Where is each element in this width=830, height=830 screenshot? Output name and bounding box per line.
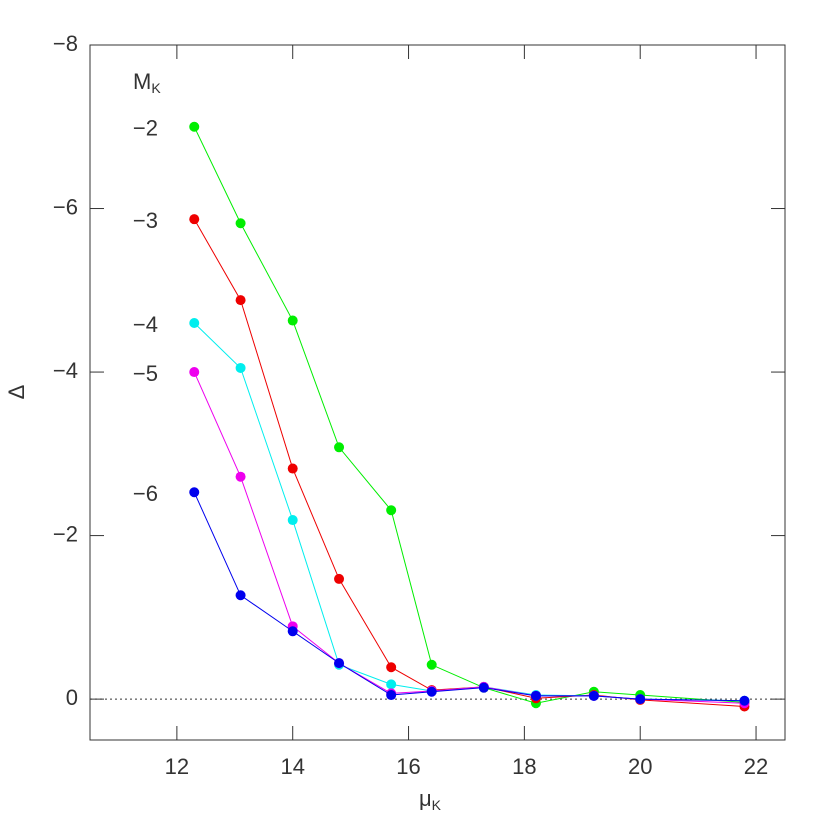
x-tick-label: 20 (628, 754, 652, 779)
data-point (334, 658, 345, 669)
legend-label: −3 (133, 208, 158, 233)
data-point (386, 679, 397, 690)
data-point (530, 690, 541, 701)
legend-label: −2 (133, 116, 158, 141)
x-axis-label: μK (419, 786, 442, 813)
x-tick-label: 12 (165, 754, 189, 779)
legend-title: MK (133, 69, 161, 96)
data-point (287, 463, 298, 474)
y-tick-label: −4 (53, 358, 78, 383)
data-point (588, 690, 599, 701)
data-point (189, 214, 200, 225)
series-line (193, 126, 745, 704)
data-point (189, 318, 200, 328)
legend-label: −6 (133, 481, 158, 506)
y-tick-label: 0 (66, 685, 78, 710)
data-point (189, 487, 200, 498)
data-point (635, 694, 646, 705)
data-point (478, 682, 489, 693)
legend-label: −4 (133, 312, 158, 337)
series-line (193, 322, 745, 702)
data-point (287, 626, 298, 637)
data-point (235, 471, 246, 482)
x-tick-label: 18 (512, 754, 536, 779)
data-point (189, 367, 200, 378)
data-point (287, 315, 298, 326)
x-tick-label: 16 (396, 754, 420, 779)
data-point (189, 121, 200, 132)
data-point (426, 686, 437, 697)
data-point (235, 295, 246, 306)
series-line (193, 218, 745, 707)
data-point (287, 515, 298, 526)
data-point (386, 662, 397, 673)
series-line (193, 492, 745, 702)
plot-frame (89, 44, 786, 741)
data-point (386, 690, 397, 701)
x-tick-label: 14 (280, 754, 304, 779)
legend-label: −5 (133, 361, 158, 386)
data-point (235, 362, 246, 373)
data-point (334, 573, 345, 584)
y-tick-label: −8 (53, 31, 78, 56)
y-tick-label: −6 (53, 194, 78, 219)
x-tick-label: 22 (744, 754, 768, 779)
data-point (235, 218, 246, 229)
data-point (334, 442, 345, 453)
data-point (386, 505, 397, 516)
y-axis-label: Δ (4, 384, 29, 399)
series-line (193, 371, 745, 704)
data-point (426, 659, 437, 670)
y-tick-label: −2 (53, 521, 78, 546)
data-point (739, 695, 750, 706)
data-point (235, 590, 246, 601)
